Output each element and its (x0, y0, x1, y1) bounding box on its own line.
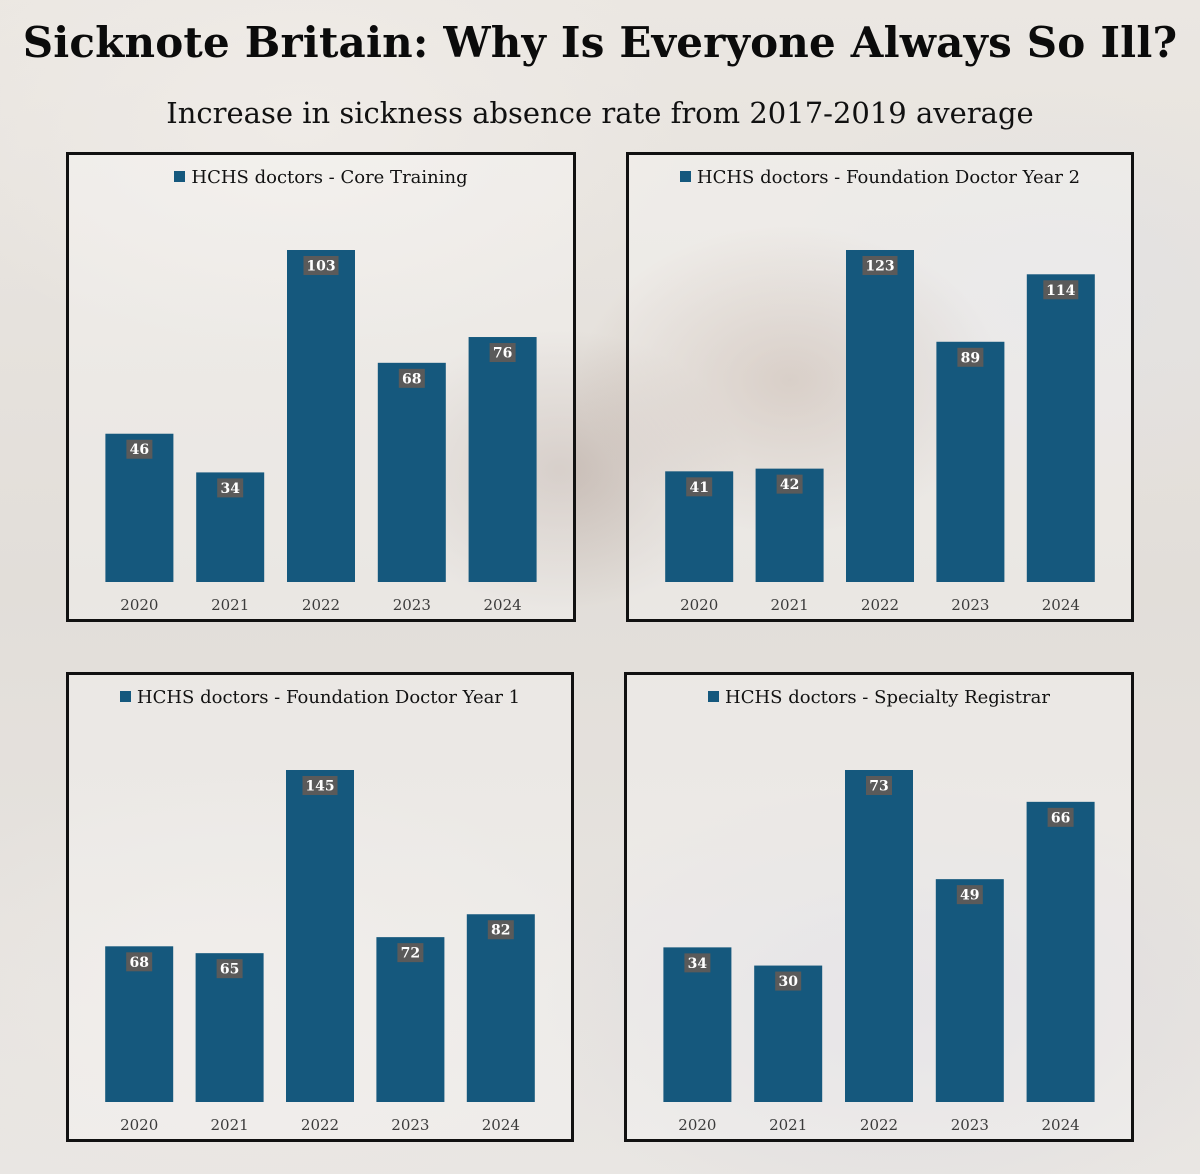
data-label: 41 (689, 480, 708, 496)
data-label: 82 (491, 923, 510, 939)
x-tick-label: 2022 (301, 1116, 339, 1134)
data-label: 73 (869, 779, 888, 795)
chart-panel-core-training: HCHS doctors - Core Training 46 2020 34 202… (66, 152, 576, 622)
data-label-bg (302, 776, 338, 795)
legend-label: HCHS doctors - Specialty Registrar (725, 687, 1050, 708)
data-label-bg (487, 920, 514, 940)
legend-label: HCHS doctors - Foundation Doctor Year 2 (696, 167, 1081, 188)
data-label: 68 (129, 955, 148, 971)
bar-chart: 68 2020 65 2021 145 2022 72 2023 82 2024 (105, 770, 535, 1134)
x-tick-label: 2024 (1042, 596, 1080, 614)
x-tick-label: 2024 (482, 1116, 520, 1134)
x-tick-label: 2021 (211, 1116, 249, 1134)
data-label: 114 (1046, 283, 1075, 299)
data-label-bg (216, 959, 243, 979)
data-label: 76 (493, 346, 512, 362)
x-tick-label: 2023 (951, 596, 989, 614)
x-tick-label: 2024 (1042, 1116, 1080, 1134)
bar-2024 (1026, 801, 1095, 1102)
data-label: 66 (1051, 810, 1070, 826)
x-tick-label: 2023 (393, 596, 431, 614)
bar-2022 (286, 770, 354, 1102)
bar-2020 (663, 947, 732, 1102)
data-label: 68 (402, 371, 421, 387)
chart-panel-specialty-registrar: HCHS doctors - Specialty Registrar 34 202… (624, 672, 1134, 1142)
bar-chart: 34 2020 30 2021 73 2022 49 2023 66 2024 (663, 770, 1095, 1134)
data-label-bg (862, 256, 898, 275)
data-label-bg (957, 347, 984, 367)
x-tick-label: 2021 (771, 596, 809, 614)
data-label: 34 (688, 956, 708, 972)
x-tick-label: 2023 (391, 1116, 429, 1134)
data-label: 72 (401, 946, 420, 962)
data-label: 145 (305, 779, 334, 795)
data-label-bg (686, 477, 713, 497)
data-label: 34 (220, 481, 240, 497)
data-label: 46 (130, 442, 149, 458)
bar-2024 (1026, 274, 1095, 582)
legend-swatch (174, 171, 186, 182)
bar-2022 (287, 250, 355, 582)
page-subtitle: Increase in sickness absence rate from 2… (166, 96, 1034, 130)
data-label-bg (775, 971, 802, 991)
legend-swatch (708, 691, 720, 702)
x-tick-label: 2022 (860, 1116, 898, 1134)
data-label-bg (126, 439, 153, 459)
data-label-bg (866, 776, 892, 795)
bar-2024 (468, 337, 537, 582)
legend-swatch (679, 171, 691, 182)
data-label: 89 (961, 350, 980, 366)
chart-panel-foundation-year-1: HCHS doctors - Foundation Doctor Year 1 … (66, 672, 574, 1142)
chart-panel-foundation-year-2: HCHS doctors - Foundation Doctor Year 2 … (626, 152, 1134, 622)
data-label-bg (489, 343, 516, 363)
chart-legend: HCHS doctors - Foundation Doctor Year 1 (69, 687, 571, 708)
x-tick-label: 2020 (680, 596, 718, 614)
x-tick-label: 2024 (484, 596, 522, 614)
data-label-bg (217, 478, 244, 498)
data-label-bg (303, 256, 339, 275)
data-label-bg (956, 885, 983, 905)
x-tick-label: 2021 (211, 596, 249, 614)
legend-label: HCHS doctors - Foundation Doctor Year 1 (136, 687, 521, 708)
x-tick-label: 2022 (861, 596, 899, 614)
data-label-bg (776, 474, 803, 494)
x-tick-label: 2020 (120, 596, 158, 614)
bar-2023 (936, 341, 1005, 582)
bar-chart: 41 2020 42 2021 123 2022 89 2023 114 2024 (665, 250, 1095, 614)
data-label-bg (397, 943, 424, 963)
bar-2023 (377, 362, 446, 582)
data-label-bg (684, 953, 711, 973)
x-tick-label: 2020 (678, 1116, 716, 1134)
bar-chart: 46 2020 34 2021 103 2022 68 2023 76 2024 (105, 250, 537, 614)
x-tick-label: 2023 (951, 1116, 989, 1134)
legend-swatch (119, 691, 131, 702)
data-label-bg (1047, 807, 1074, 827)
data-label: 103 (306, 259, 335, 275)
data-label: 49 (960, 888, 979, 904)
x-tick-label: 2021 (769, 1116, 807, 1134)
bar-2020 (105, 946, 174, 1102)
data-label: 42 (780, 477, 799, 493)
chart-legend: HCHS doctors - Specialty Registrar (627, 687, 1131, 708)
bar-2024 (466, 914, 535, 1102)
data-label-bg (1043, 280, 1079, 300)
bar-2022 (846, 250, 914, 582)
bar-2023 (935, 879, 1004, 1102)
x-tick-label: 2020 (120, 1116, 158, 1134)
chart-legend: HCHS doctors - Foundation Doctor Year 2 (629, 167, 1131, 188)
bar-2023 (376, 937, 445, 1102)
data-label-bg (126, 952, 153, 972)
chart-legend: HCHS doctors - Core Training (69, 167, 573, 188)
data-label: 65 (220, 962, 239, 978)
page-title: Sicknote Britain: Why Is Everyone Always… (22, 18, 1178, 67)
x-tick-label: 2022 (302, 596, 340, 614)
data-label: 123 (865, 259, 894, 275)
data-label-bg (398, 368, 425, 388)
data-label: 30 (778, 974, 798, 990)
legend-label: HCHS doctors - Core Training (191, 167, 468, 188)
bar-2022 (845, 770, 913, 1102)
